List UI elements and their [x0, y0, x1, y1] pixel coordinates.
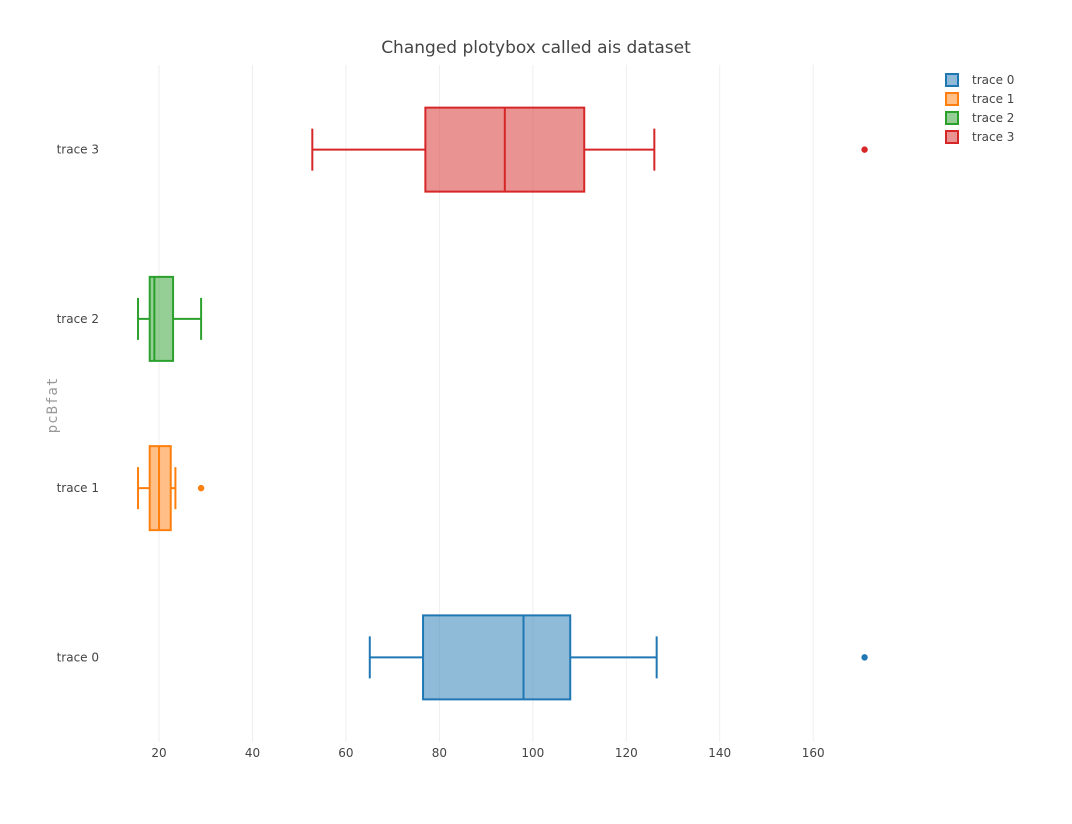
- legend-label: trace 1: [972, 92, 1014, 106]
- legend-item-0[interactable]: trace 0: [945, 73, 1014, 87]
- legend-item-1[interactable]: trace 1: [945, 92, 1014, 106]
- y-axis-categories: trace 0 trace 1 trace 2 trace 3: [57, 143, 99, 665]
- x-tick-label-140: 140: [708, 746, 731, 760]
- box-traces: [137, 106, 868, 701]
- legend-label: trace 0: [972, 73, 1014, 87]
- box-iqr[interactable]: [422, 614, 572, 701]
- x-tick-label-100: 100: [521, 746, 544, 760]
- x-axis-ticks: 20 40 60 80 100 120 140 160: [151, 746, 824, 760]
- x-tick-label-40: 40: [245, 746, 260, 760]
- y-category-label-0: trace 0: [57, 650, 99, 664]
- box-trace-0[interactable]: [368, 614, 868, 701]
- legend-label: trace 2: [972, 111, 1014, 125]
- outlier-point-0[interactable]: [861, 146, 868, 153]
- box-trace-2[interactable]: [137, 275, 203, 362]
- box-iqr[interactable]: [148, 275, 175, 362]
- legend-swatch: [945, 130, 959, 144]
- y-category-label-1: trace 1: [57, 481, 99, 495]
- box-iqr[interactable]: [148, 445, 172, 532]
- outlier-point-0[interactable]: [861, 654, 868, 661]
- x-tick-label-80: 80: [432, 746, 447, 760]
- y-category-label-2: trace 2: [57, 312, 99, 326]
- chart-title: Changed plotybox called ais dataset: [381, 38, 691, 58]
- y-category-label-3: trace 3: [57, 143, 99, 157]
- legend-item-2[interactable]: trace 2: [945, 111, 1014, 125]
- box-trace-1[interactable]: [137, 445, 205, 532]
- x-tick-label-160: 160: [802, 746, 825, 760]
- y-axis-label: pcBfat: [45, 377, 61, 434]
- legend[interactable]: trace 0 trace 1 trace 2 trace 3: [945, 73, 1014, 144]
- x-tick-label-20: 20: [151, 746, 166, 760]
- x-tick-label-120: 120: [615, 746, 638, 760]
- legend-item-3[interactable]: trace 3: [945, 130, 1014, 144]
- legend-label: trace 3: [972, 130, 1014, 144]
- box-trace-3[interactable]: [311, 106, 868, 193]
- x-tick-label-60: 60: [338, 746, 353, 760]
- legend-swatch: [945, 73, 959, 87]
- legend-swatch: [945, 92, 959, 106]
- legend-swatch: [945, 111, 959, 125]
- outlier-point-0[interactable]: [197, 484, 205, 492]
